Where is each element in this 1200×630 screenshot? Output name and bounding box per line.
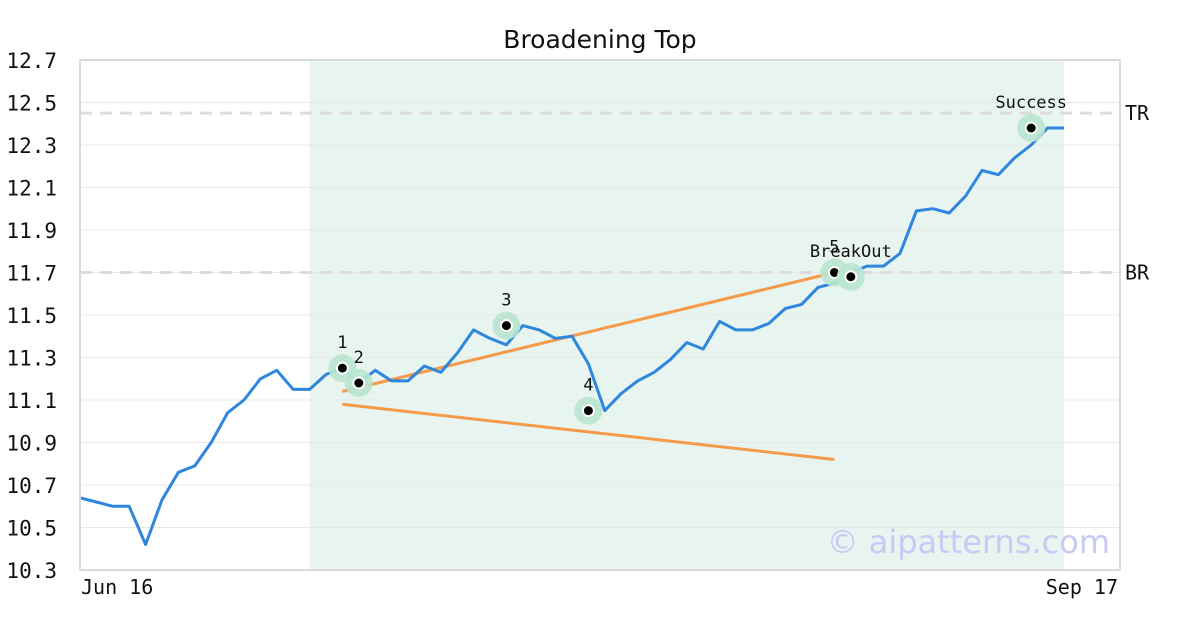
y-tick-label: 11.7 [6, 262, 57, 286]
marker-dot [499, 319, 513, 333]
level-lines-layer: TR BR [80, 101, 1150, 285]
y-tick-label: 10.3 [6, 559, 57, 583]
annotation-label: 4 [583, 376, 593, 396]
level-label-br: BR [1125, 261, 1150, 285]
annotation-label: 1 [337, 333, 347, 353]
y-tick-label: 10.5 [6, 517, 57, 541]
marker-dot [1024, 121, 1038, 135]
y-tick-label: 10.9 [6, 432, 57, 456]
x-tick-label: Sep 17 [1046, 575, 1118, 599]
y-tick-label: 12.1 [6, 177, 57, 201]
annotation-label: 3 [501, 291, 511, 311]
y-axis: 10.3 10.5 10.7 10.9 11.1 11.3 11.5 11.7 11.9 12.1… [6, 49, 57, 583]
annotation-label: Success [995, 93, 1067, 113]
trendline-layer [342, 271, 835, 461]
y-tick-label: 11.5 [6, 304, 57, 328]
chart-title: Broadening Top [503, 25, 696, 54]
level-label-tr: TR [1125, 101, 1150, 125]
marker-dot [844, 270, 858, 284]
annotation-label: 2 [354, 348, 364, 368]
grid-layer [80, 59, 1120, 571]
annotation-label: BreakOut [810, 242, 892, 262]
y-tick-label: 12.7 [6, 49, 57, 73]
price-series-line [79, 126, 1064, 546]
marker-dot [581, 404, 595, 418]
marker-dot [352, 376, 366, 390]
trendline [342, 402, 835, 461]
trendline [342, 271, 835, 393]
annotation-label: 5 [829, 238, 839, 258]
y-tick-label: 12.5 [6, 92, 57, 116]
y-tick-label: 10.7 [6, 474, 57, 498]
x-tick-label: Jun 16 [81, 575, 153, 599]
y-tick-label: 11.1 [6, 389, 57, 413]
y-tick-label: 12.3 [6, 134, 57, 158]
y-tick-label: 11.9 [6, 219, 57, 243]
x-axis: Jun 16 Sep 17 [81, 575, 1118, 599]
series-layer [79, 126, 1064, 546]
y-tick-label: 11.3 [6, 347, 57, 371]
marker-dot [335, 361, 349, 375]
plot-frame [79, 59, 1121, 571]
watermark: © aipatterns.com [827, 523, 1110, 561]
